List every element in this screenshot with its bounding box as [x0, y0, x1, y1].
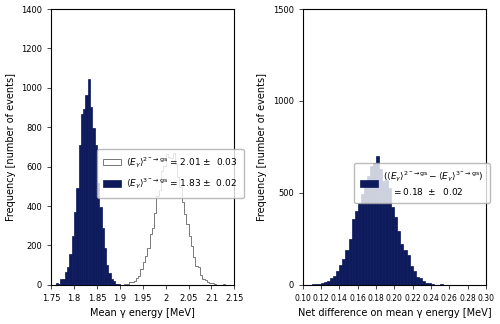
Bar	[342, 259, 345, 285]
Y-axis label: Frequency [number of events]: Frequency [number of events]	[257, 73, 267, 221]
Polygon shape	[51, 153, 234, 285]
Bar	[116, 284, 117, 285]
Bar	[367, 176, 370, 285]
Bar	[354, 211, 358, 285]
Bar	[412, 271, 416, 285]
Bar	[382, 180, 385, 285]
Bar	[425, 284, 428, 285]
Bar	[358, 203, 360, 285]
Bar	[400, 244, 404, 285]
Bar	[321, 284, 324, 285]
Bar	[318, 284, 321, 285]
Bar	[440, 284, 443, 285]
Bar	[324, 283, 327, 285]
Bar	[385, 180, 388, 285]
Bar	[70, 254, 72, 285]
Bar	[94, 145, 97, 285]
Bar	[336, 271, 340, 285]
Bar	[108, 273, 110, 285]
Bar	[422, 281, 425, 285]
Bar	[76, 188, 78, 285]
Bar	[83, 109, 86, 285]
Bar	[65, 272, 67, 285]
Y-axis label: Frequency [number of events]: Frequency [number of events]	[6, 73, 16, 221]
Bar	[78, 145, 81, 285]
Bar	[398, 231, 400, 285]
Bar	[340, 265, 342, 285]
Bar	[102, 228, 104, 285]
Bar	[392, 207, 394, 285]
Bar	[394, 217, 398, 285]
Bar	[373, 163, 376, 285]
Bar	[67, 267, 70, 285]
Bar	[376, 156, 379, 285]
Bar	[56, 284, 58, 285]
Bar	[58, 284, 60, 285]
Bar	[348, 239, 352, 285]
Bar	[370, 166, 373, 285]
Bar	[379, 169, 382, 285]
Bar	[352, 219, 354, 285]
Bar	[60, 279, 62, 285]
Legend: $(\langle E_\gamma\rangle^{2^-\!\rightarrow\mathrm{gs}} - \langle E_\gamma\rangl: $(\langle E_\gamma\rangle^{2^-\!\rightar…	[354, 163, 490, 203]
Bar	[364, 187, 367, 285]
Bar	[346, 250, 348, 285]
Bar	[110, 279, 113, 285]
X-axis label: Mean γ energy [MeV]: Mean γ energy [MeV]	[90, 308, 195, 318]
Bar	[388, 188, 392, 285]
Bar	[99, 207, 102, 285]
Bar	[88, 79, 90, 285]
Bar	[327, 281, 330, 285]
Bar	[74, 212, 76, 285]
Bar	[428, 283, 431, 285]
Bar	[431, 284, 434, 285]
Bar	[416, 277, 419, 285]
Bar	[315, 284, 318, 285]
Bar	[360, 194, 364, 285]
Bar	[404, 250, 406, 285]
X-axis label: Net difference on mean γ energy [MeV]: Net difference on mean γ energy [MeV]	[298, 308, 491, 318]
Bar	[106, 265, 108, 285]
Bar	[90, 107, 92, 285]
Bar	[104, 249, 106, 285]
Bar	[72, 236, 74, 285]
Bar	[92, 128, 94, 285]
Bar	[334, 276, 336, 285]
Bar	[312, 284, 315, 285]
Bar	[86, 95, 88, 285]
Bar	[410, 266, 412, 285]
Bar	[62, 279, 65, 285]
Bar	[113, 281, 116, 285]
Bar	[406, 255, 410, 285]
Bar	[330, 278, 334, 285]
Bar	[419, 278, 422, 285]
Bar	[118, 284, 120, 285]
Bar	[81, 114, 83, 285]
Bar	[97, 183, 99, 285]
Legend: $\langle E_\gamma\rangle^{2^-\!\rightarrow\mathrm{gs}}$ = 2.01 $\pm$  0.03, $\la: $\langle E_\gamma\rangle^{2^-\!\rightarr…	[97, 149, 244, 198]
